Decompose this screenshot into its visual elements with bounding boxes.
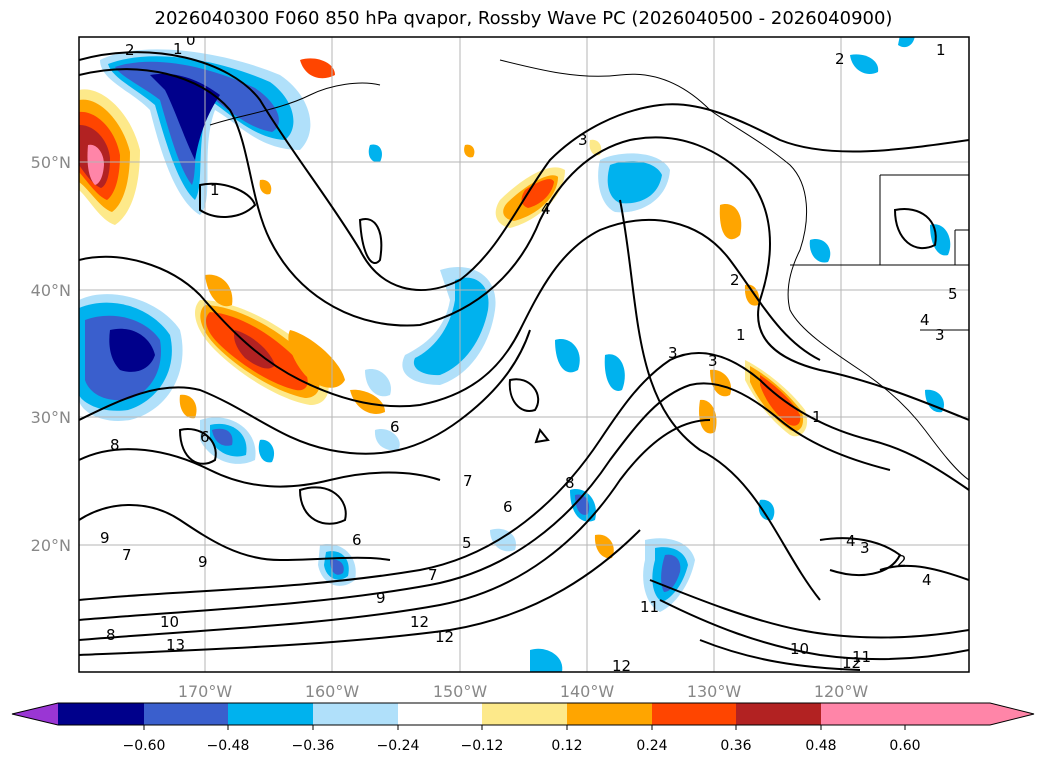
colorbar-tick-label: −0.60 bbox=[123, 738, 166, 754]
colorbar-bin bbox=[144, 703, 228, 725]
contour-label: 8 bbox=[106, 626, 116, 644]
contour-label: 5 bbox=[462, 534, 472, 552]
contour-label: 2 bbox=[730, 271, 740, 289]
contour-label: 12 bbox=[842, 654, 861, 672]
contour-label: 3 bbox=[578, 131, 588, 149]
contour-labels: 2 1 0 3 4 2 1 5 4 3 6 8 9 7 9 6 7 6 5 7 … bbox=[100, 31, 958, 675]
contour-label: 9 bbox=[198, 553, 208, 571]
colorbar-bin bbox=[736, 703, 821, 725]
contour-label: 6 bbox=[390, 418, 400, 436]
contour-label: 6 bbox=[503, 498, 513, 516]
colorbar-bin bbox=[228, 703, 313, 725]
contour-label: 11 bbox=[852, 648, 871, 666]
contour-label: 12 bbox=[435, 628, 454, 646]
colorbar-tick-label: 0.12 bbox=[551, 738, 582, 754]
colorbar-tick-label: 0.48 bbox=[805, 738, 836, 754]
vapor-contours bbox=[79, 51, 969, 671]
colorbar-tick-label: −0.36 bbox=[292, 738, 335, 754]
contour-label: 4 bbox=[541, 200, 551, 218]
contour-label: 4 bbox=[920, 311, 930, 329]
contour-label: 6 bbox=[200, 428, 210, 446]
lon-label-150w: 150°W bbox=[433, 682, 488, 701]
lat-label-50n: 50°N bbox=[31, 153, 71, 172]
contour-label: 1 bbox=[173, 40, 183, 58]
contour-label: 8 bbox=[565, 474, 575, 492]
colorbar-tick-label: 0.24 bbox=[636, 738, 667, 754]
contour-label: 8 bbox=[110, 436, 120, 454]
negative-anomaly-regions bbox=[79, 37, 951, 672]
lat-label-30n: 30°N bbox=[31, 408, 71, 427]
plot-border bbox=[78, 36, 970, 673]
contour-label: 4 bbox=[922, 571, 932, 589]
colorbar-extend-high bbox=[905, 703, 1034, 725]
contour-label: 1 bbox=[936, 41, 946, 59]
contour-label: 0 bbox=[186, 31, 196, 49]
contour-label: 9 bbox=[100, 529, 110, 547]
colorbar-bin bbox=[58, 703, 144, 725]
colorbar-bin bbox=[652, 703, 736, 725]
colorbar-tick-label: 0.60 bbox=[889, 738, 920, 754]
contour-label: 5 bbox=[948, 285, 958, 303]
contour-label: 2 bbox=[835, 50, 845, 68]
colorbar-bin bbox=[482, 703, 567, 725]
contour-label: 12 bbox=[612, 657, 631, 675]
contour-label: 3 bbox=[708, 352, 718, 370]
colorbar-bin bbox=[567, 703, 652, 725]
lon-label-160w: 160°W bbox=[305, 682, 360, 701]
latitude-labels: 50°N 40°N 30°N 20°N bbox=[31, 153, 71, 555]
contour-label: 7 bbox=[463, 472, 473, 490]
contour-label: 2 bbox=[125, 41, 135, 59]
contour-label: 1 bbox=[210, 181, 220, 199]
contour-label: 3 bbox=[860, 539, 870, 557]
contour-label: 12 bbox=[410, 613, 429, 631]
contour-label: 2 bbox=[897, 552, 907, 570]
contour-label: 11 bbox=[640, 598, 659, 616]
coastlines bbox=[209, 59, 969, 481]
contour-label: 3 bbox=[935, 326, 945, 344]
colorbar-bin bbox=[398, 703, 482, 725]
colorbar-bin bbox=[821, 703, 905, 725]
contour-label: 6 bbox=[352, 531, 362, 549]
map-title: 2026040300 F060 850 hPa qvapor, Rossby W… bbox=[154, 8, 893, 29]
contour-label: 4 bbox=[846, 532, 856, 550]
contour-label: 1 bbox=[736, 326, 746, 344]
colorbar-extend-low bbox=[12, 703, 58, 725]
contour-label: 3 bbox=[668, 344, 678, 362]
contour-label: 13 bbox=[166, 636, 185, 654]
colorbar: −0.60 −0.48 −0.36 −0.24 −0.12 0.12 0.24 … bbox=[11, 702, 1035, 754]
colorbar-tick-label: −0.12 bbox=[461, 738, 504, 754]
contour-label: 10 bbox=[790, 640, 809, 658]
colorbar-tick-label: −0.24 bbox=[377, 738, 420, 754]
contour-label: 10 bbox=[160, 613, 179, 631]
contour-label: 9 bbox=[376, 589, 386, 607]
colorbar-tick-label: 0.36 bbox=[720, 738, 751, 754]
colorbar-bin bbox=[313, 703, 398, 725]
graticule bbox=[79, 37, 969, 672]
map-plot-area: 2 1 0 3 4 2 1 5 4 3 6 8 9 7 9 6 7 6 5 7 … bbox=[79, 31, 969, 675]
lon-label-140w: 140°W bbox=[560, 682, 615, 701]
contour-label: 7 bbox=[122, 546, 132, 564]
lon-label-170w: 170°W bbox=[178, 682, 233, 701]
contour-label: 1 bbox=[812, 408, 822, 426]
lat-label-40n: 40°N bbox=[31, 281, 71, 300]
longitude-labels: 170°W 160°W 150°W 140°W 130°W 120°W bbox=[178, 682, 869, 701]
lat-label-20n: 20°N bbox=[31, 536, 71, 555]
contour-label: 7 bbox=[428, 566, 438, 584]
lon-label-120w: 120°W bbox=[814, 682, 869, 701]
colorbar-tick-label: −0.48 bbox=[207, 738, 250, 754]
lon-label-130w: 130°W bbox=[687, 682, 742, 701]
